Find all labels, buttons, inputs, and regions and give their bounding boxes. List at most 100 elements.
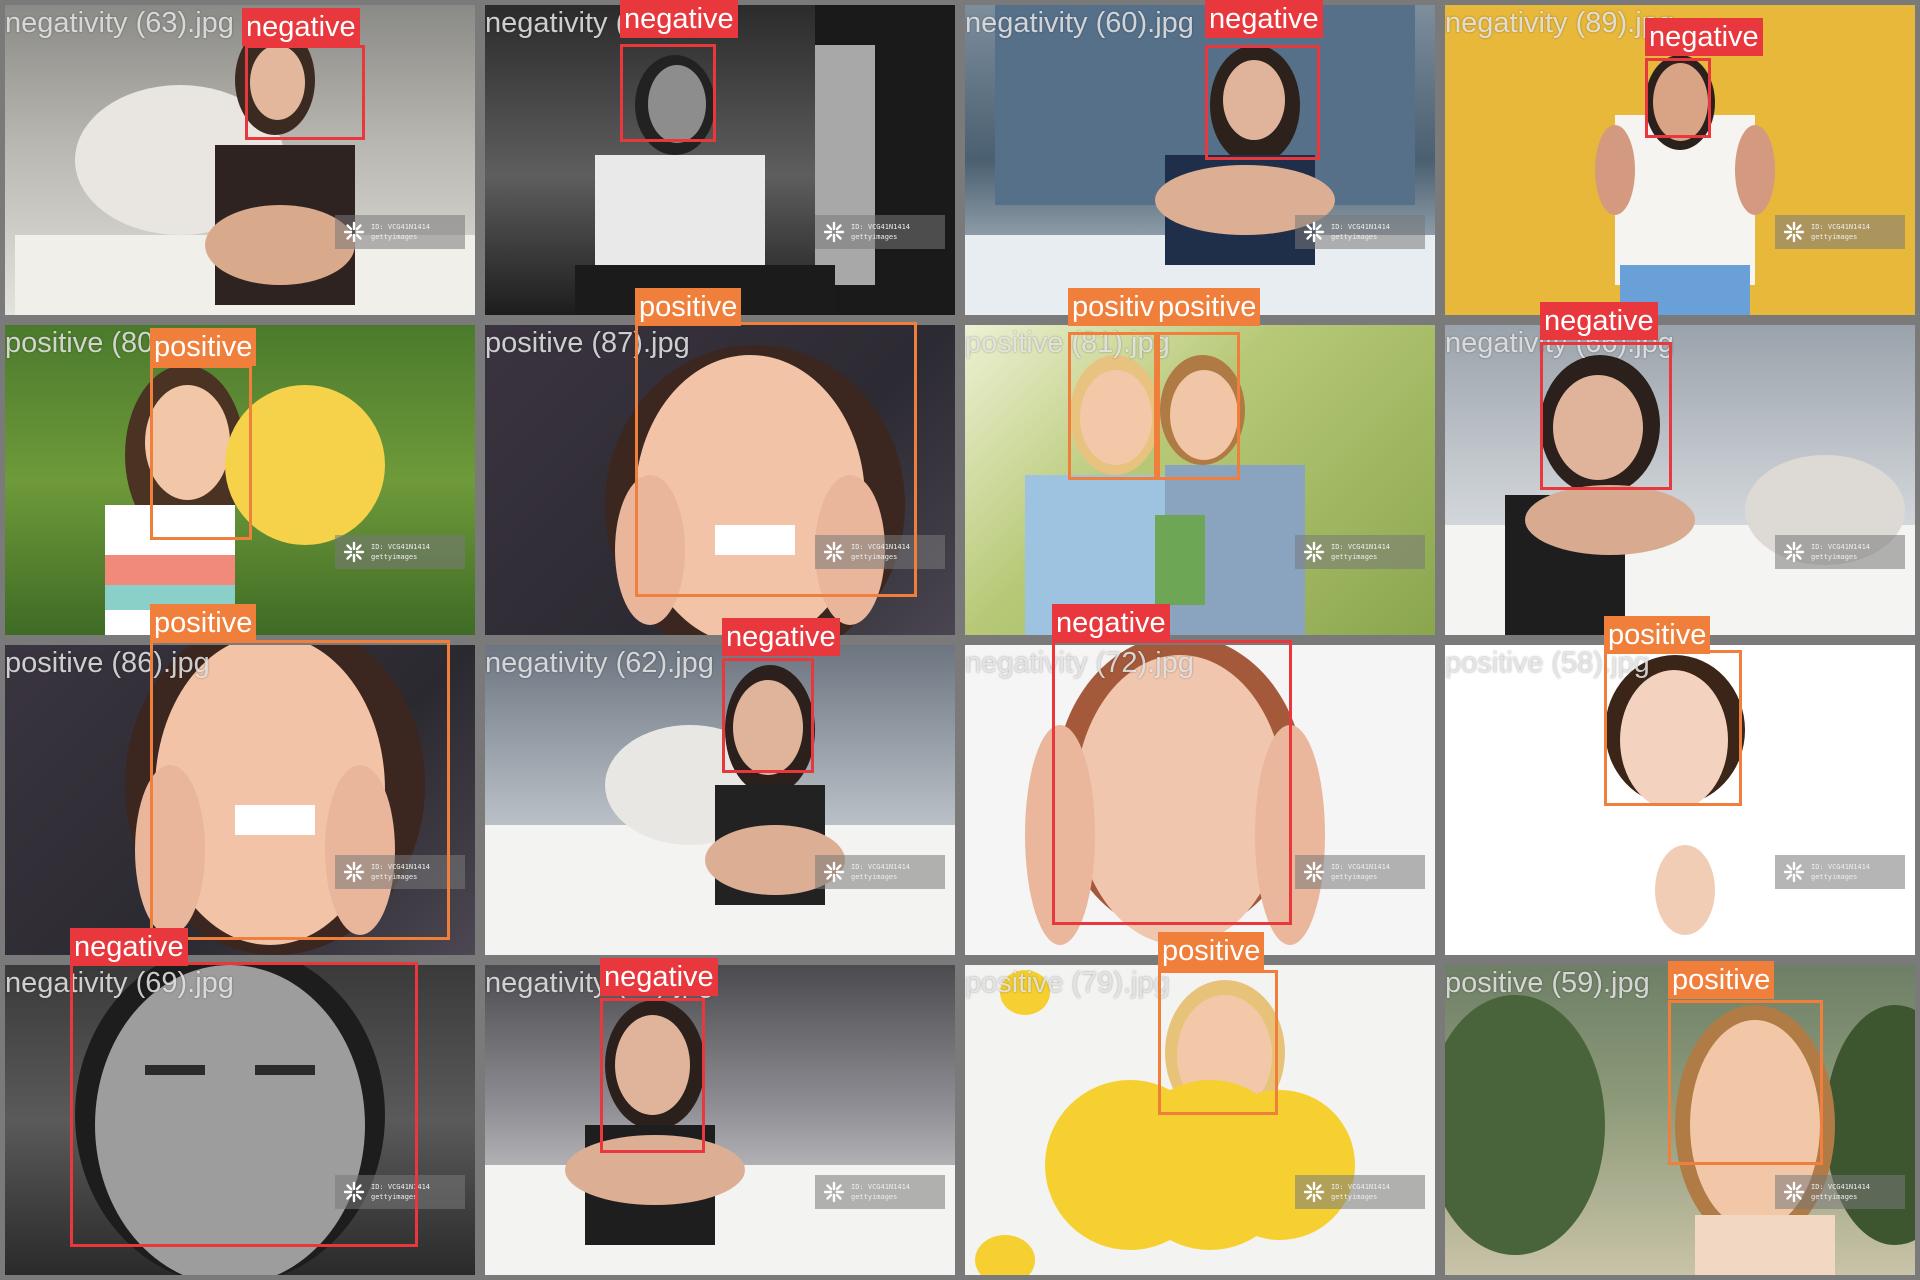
detection-box	[1205, 45, 1320, 160]
detection-label: negative	[70, 928, 188, 966]
tile-photo	[965, 645, 1435, 955]
watermark-brand: gettyimages	[1331, 1193, 1378, 1201]
watermark-brand: gettyimages	[851, 1193, 898, 1201]
photo-shape	[733, 680, 803, 775]
result-tile[interactable]: ID: VCG41N1414 gettyimages negativity (63)…	[0, 0, 480, 320]
watermark-id: ID: VCG41N1414	[1811, 863, 1871, 871]
watermark-logo-icon	[1783, 861, 1805, 883]
tile-filename: positive (86).jpg	[5, 647, 210, 679]
photo-shape	[1553, 375, 1643, 480]
detection-box	[635, 322, 917, 597]
photo-shape	[1155, 515, 1205, 605]
watermark: ID: VCG41N1414 gettyimages	[815, 1175, 945, 1209]
tile-filename: negativity (60).jpg	[965, 7, 1194, 39]
photo-shape	[145, 1065, 205, 1075]
photo-shape	[565, 1135, 745, 1205]
tile-filename: negativity (72).jpg	[965, 647, 1194, 679]
watermark: ID: VCG41N1414 gettyimages	[1295, 1175, 1425, 1209]
watermark: ID: VCG41N1414 gettyimages	[1775, 855, 1905, 889]
watermark: ID: VCG41N1414 gettyimages	[815, 215, 945, 249]
watermark-logo-icon	[1783, 541, 1805, 563]
photo-shape	[595, 155, 765, 275]
detection-label: positive	[1158, 932, 1265, 970]
watermark-logo-icon	[823, 541, 845, 563]
watermark-id: ID: VCG41N1414	[371, 863, 431, 871]
watermark-id: ID: VCG41N1414	[1331, 543, 1391, 551]
watermark-brand: gettyimages	[1331, 873, 1378, 881]
watermark: ID: VCG41N1414 gettyimages	[335, 855, 465, 889]
watermark-id: ID: VCG41N1414	[851, 543, 911, 551]
watermark-brand: gettyimages	[1811, 553, 1858, 561]
detection-label: negative	[722, 618, 840, 656]
photo-shape	[1075, 655, 1285, 945]
detection-box	[1604, 650, 1742, 806]
watermark: ID: VCG41N1414 gettyimages	[1775, 535, 1905, 569]
watermark-logo-icon	[1303, 1181, 1325, 1203]
detection-box	[1645, 58, 1711, 138]
tile-photo	[965, 965, 1435, 1275]
photo-shape	[615, 475, 685, 625]
photo-shape	[1695, 1215, 1835, 1275]
watermark-logo-icon	[823, 221, 845, 243]
watermark-brand: gettyimages	[371, 233, 418, 241]
watermark: ID: VCG41N1414 gettyimages	[335, 1175, 465, 1209]
result-tile[interactable]: ID: VCG41N1414 gettyimages positive (87).j…	[480, 320, 960, 640]
result-tile[interactable]: ID: VCG41N1414 gettyimages positive (79).j…	[960, 960, 1440, 1280]
result-tile[interactable]: ID: VCG41N1414 gettyimages negativity (89)…	[1440, 0, 1920, 320]
result-tile[interactable]: ID: VCG41N1414 gettyimages negativity (72)…	[960, 640, 1440, 960]
watermark-logo-icon	[823, 1181, 845, 1203]
detection-box	[620, 44, 716, 142]
detection-box	[150, 365, 252, 540]
result-tile[interactable]: ID: VCG41N1414 gettyimages negativity (62)…	[480, 640, 960, 960]
photo-shape	[1653, 63, 1708, 141]
watermark-brand: gettyimages	[371, 553, 418, 561]
watermark-id: ID: VCG41N1414	[1331, 863, 1391, 871]
watermark-brand: gettyimages	[371, 873, 418, 881]
detection-box	[722, 658, 814, 773]
tile-photo	[5, 965, 475, 1275]
photo-shape	[615, 1015, 690, 1115]
photo-shape	[1170, 370, 1238, 460]
detection-box	[1668, 1000, 1823, 1165]
watermark-brand: gettyimages	[1811, 1193, 1858, 1201]
watermark-logo-icon	[1303, 541, 1325, 563]
watermark-id: ID: VCG41N1414	[851, 223, 911, 231]
result-tile[interactable]: ID: VCG41N1414 gettyimages negativity (60)…	[960, 0, 1440, 320]
watermark: ID: VCG41N1414 gettyimages	[1295, 535, 1425, 569]
watermark-logo-icon	[1783, 221, 1805, 243]
watermark-id: ID: VCG41N1414	[851, 1183, 911, 1191]
detection-box	[600, 998, 705, 1153]
watermark-logo-icon	[343, 861, 365, 883]
watermark-brand: gettyimages	[1331, 553, 1378, 561]
photo-shape	[205, 205, 355, 285]
result-tile[interactable]: ID: VCG41N1414 gettyimages negativity (69)…	[0, 960, 480, 1280]
result-tile[interactable]: ID: VCG41N1414 gettyimages positive (58).j…	[1440, 640, 1920, 960]
watermark-id: ID: VCG41N1414	[851, 863, 911, 871]
watermark-brand: gettyimages	[851, 873, 898, 881]
photo-shape	[1025, 725, 1095, 945]
photo-shape	[1735, 125, 1775, 215]
photo-shape	[145, 385, 230, 500]
result-tile[interactable]: ID: VCG41N1414 gettyimages negativity (5).…	[480, 0, 960, 320]
detection-label: positive	[1154, 288, 1261, 326]
result-tile[interactable]: ID: VCG41N1414 gettyimages positive (81).j…	[960, 320, 1440, 640]
tile-filename: negativity (63).jpg	[5, 7, 234, 39]
detection-label: negative	[600, 958, 718, 996]
watermark: ID: VCG41N1414 gettyimages	[1775, 215, 1905, 249]
result-tile[interactable]: ID: VCG41N1414 gettyimages positive (86).j…	[0, 640, 480, 960]
result-tile[interactable]: ID: VCG41N1414 gettyimages negativity (66)…	[1440, 320, 1920, 640]
watermark-id: ID: VCG41N1414	[1331, 1183, 1391, 1191]
tile-filename: positive (59).jpg	[1445, 967, 1650, 999]
tile-filename: positive (79).jpg	[965, 967, 1170, 999]
detection-label: negative	[1052, 604, 1170, 642]
result-tile[interactable]: ID: VCG41N1414 gettyimages positive (59).j…	[1440, 960, 1920, 1280]
detection-label: positive	[635, 288, 742, 326]
watermark-id: ID: VCG41N1414	[1811, 223, 1871, 231]
detection-box	[1068, 332, 1160, 480]
photo-shape	[95, 965, 365, 1275]
detection-box	[1154, 332, 1240, 480]
photo-shape	[975, 1235, 1035, 1275]
watermark-brand: gettyimages	[851, 553, 898, 561]
tile-photo	[965, 325, 1435, 635]
